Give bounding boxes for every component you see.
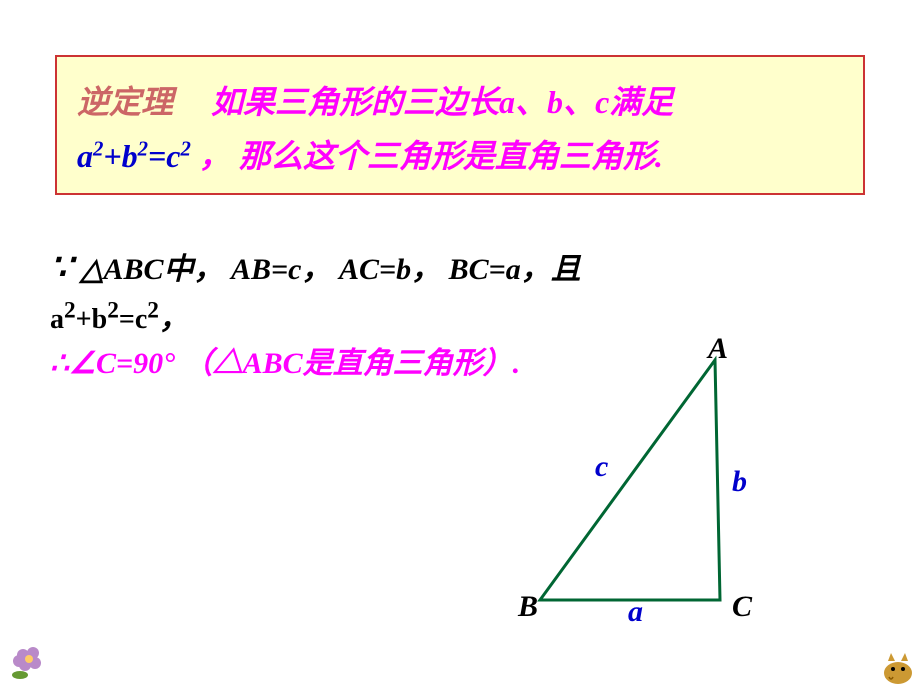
eq90: =90° (116, 347, 175, 380)
theorem-formula: a2+b2=c2 (77, 138, 191, 174)
var-c: c (595, 84, 609, 120)
cat-body (884, 662, 912, 684)
angle-symbol: ∠ (69, 347, 96, 380)
vertex-c-label: C (732, 590, 752, 624)
theorem-part1: 如果三角形的三边长 (211, 84, 499, 120)
c2: ， (411, 253, 441, 286)
proof-formula-line: a2+b2=c2， (50, 294, 610, 341)
theorem-part2: 满足 (609, 84, 673, 120)
theorem-comma: ， (199, 138, 231, 174)
theorem-part3: 那么这个三角形是直角三角形. (239, 138, 663, 174)
theorem-label: 逆定理 (77, 84, 173, 120)
cat-eye-left (891, 667, 895, 671)
c3: ，且 (521, 253, 581, 286)
c4: ， (159, 302, 189, 335)
petal-5 (13, 655, 25, 667)
triangle-sym: △ (80, 253, 103, 286)
triangle-svg (510, 340, 790, 630)
therefore-symbol: ∴ (50, 347, 69, 380)
var-a: a (499, 84, 515, 120)
given-zhong: 中， (164, 253, 224, 286)
concl-abc: ABC (243, 347, 303, 380)
side-a-label: a (628, 595, 643, 629)
flower-center (25, 655, 33, 663)
cat-eye-right (901, 667, 905, 671)
eq-bc: BC=a (449, 253, 521, 286)
cat-ear-right (901, 653, 908, 661)
side-c-label: c (595, 450, 608, 484)
since-symbol: ∵ (50, 247, 73, 287)
abc: ABC (103, 253, 163, 286)
concl-text: 是直角三角形）. (303, 347, 521, 380)
triangle-shape (540, 360, 720, 600)
vertex-a-label: A (708, 332, 728, 366)
side-b-label: b (732, 465, 747, 499)
theorem-text: 如果三角形的三边长a、b、c满足 (211, 84, 673, 120)
sep1: 、 (515, 84, 547, 120)
eq-ab: AB=c (231, 253, 301, 286)
c1: ， (301, 253, 331, 286)
sep2: 、 (563, 84, 595, 120)
proof-given: ∵ △ABC中， AB=c， AC=b， BC=a，且 (50, 240, 610, 294)
vertex-b-label: B (518, 590, 538, 624)
leaf-shape (12, 671, 28, 679)
flower-icon (5, 635, 55, 685)
concl-open: （△ (183, 347, 243, 380)
theorem-box: 逆定理 如果三角形的三边长a、b、c满足 a2+b2=c2 ， 那么这个三角形是… (55, 55, 865, 195)
angle-c: C (96, 347, 116, 380)
cat-ear-left (888, 653, 895, 661)
cat-icon (879, 649, 917, 687)
triangle-diagram: A B C c b a (510, 340, 790, 630)
var-b: b (547, 84, 563, 120)
proof-formula: a2+b2=c2 (50, 304, 159, 335)
eq-ac: AC=b (339, 253, 411, 286)
